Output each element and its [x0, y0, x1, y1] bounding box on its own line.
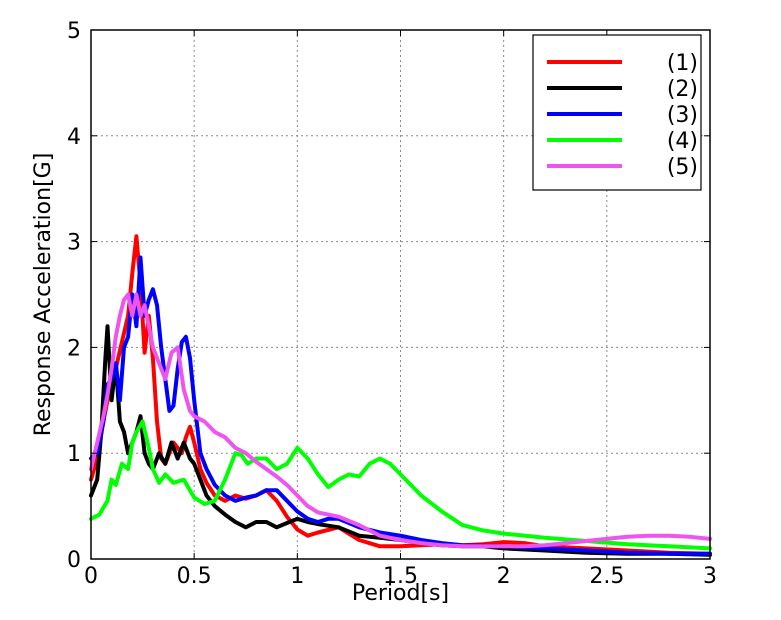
- y-tick-label: 1: [67, 442, 81, 467]
- y-axis-label: Response Acceleration[G]: [31, 153, 56, 437]
- series-lines: [89, 234, 712, 557]
- x-tick-label: 1: [290, 564, 304, 589]
- legend-label-2: (2): [667, 77, 698, 102]
- legend-label-1: (1): [667, 51, 698, 76]
- legend-label-3: (3): [667, 103, 698, 128]
- y-tick-label: 3: [67, 231, 81, 256]
- legend-label-4: (4): [667, 129, 698, 154]
- x-tick-label: 3: [703, 564, 717, 589]
- x-tick-label: 2.5: [589, 564, 624, 589]
- axis-ticks: 0 0.5 1 1.5 2 2.5 3 0 1 2 3 4 5: [67, 19, 717, 589]
- x-tick-label: 2: [497, 564, 511, 589]
- y-tick-label: 5: [67, 19, 81, 44]
- legend: (1)(2)(3)(4)(5): [532, 34, 702, 191]
- series-line-3: [89, 255, 712, 556]
- series-line-5: [89, 292, 712, 549]
- legend-label-5: (5): [667, 155, 698, 180]
- series-line-4: [89, 419, 712, 551]
- x-tick-label: 0: [84, 564, 98, 589]
- y-tick-label: 2: [67, 336, 81, 361]
- y-tick-label: 4: [67, 125, 81, 150]
- x-tick-label: 0.5: [177, 564, 212, 589]
- y-tick-label: 0: [67, 548, 81, 573]
- x-axis-label: Period[s]: [352, 581, 449, 606]
- x-tick-label: 1.5: [383, 564, 418, 589]
